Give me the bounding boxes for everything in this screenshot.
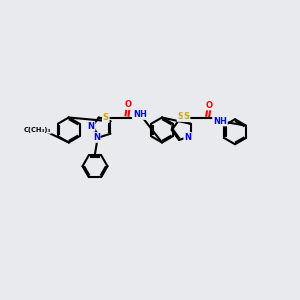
Text: S: S (184, 112, 190, 121)
Text: S: S (178, 112, 184, 121)
Text: S: S (103, 113, 109, 122)
Text: N: N (93, 133, 100, 142)
Text: N: N (88, 122, 94, 131)
Text: NH: NH (213, 116, 227, 125)
Text: C(CH₃)₃: C(CH₃)₃ (24, 127, 51, 133)
Text: N: N (184, 133, 191, 142)
Text: O: O (125, 100, 132, 109)
Text: O: O (206, 100, 213, 109)
Text: NH: NH (133, 110, 147, 119)
